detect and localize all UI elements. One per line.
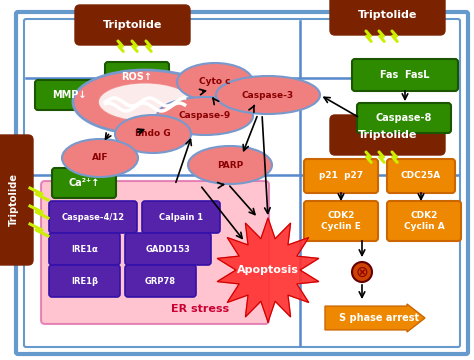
FancyBboxPatch shape	[357, 103, 451, 133]
FancyBboxPatch shape	[35, 80, 103, 110]
Text: CDK2
Cyclin A: CDK2 Cyclin A	[404, 211, 444, 231]
Ellipse shape	[73, 70, 217, 134]
Text: Caspase-4/12: Caspase-4/12	[62, 212, 125, 221]
Text: Triptolide: Triptolide	[103, 20, 162, 30]
FancyBboxPatch shape	[49, 201, 137, 233]
Text: Triptolide: Triptolide	[9, 174, 19, 226]
FancyArrow shape	[325, 304, 425, 332]
Ellipse shape	[177, 63, 253, 101]
Ellipse shape	[216, 76, 320, 114]
FancyBboxPatch shape	[330, 0, 445, 35]
Polygon shape	[217, 218, 319, 322]
FancyBboxPatch shape	[16, 12, 468, 354]
Text: ⊗: ⊗	[356, 265, 368, 279]
FancyBboxPatch shape	[41, 181, 269, 324]
Text: IRE1β: IRE1β	[71, 276, 98, 285]
FancyBboxPatch shape	[75, 5, 190, 45]
Ellipse shape	[188, 146, 272, 184]
Text: S phase arrest: S phase arrest	[339, 313, 419, 323]
Text: Endo G: Endo G	[135, 130, 171, 139]
Text: Ca²⁺↑: Ca²⁺↑	[68, 178, 100, 188]
Text: GRP78: GRP78	[145, 276, 176, 285]
Text: GADD153: GADD153	[146, 244, 191, 253]
Text: Apoptosis: Apoptosis	[237, 265, 299, 275]
Ellipse shape	[62, 139, 138, 177]
Text: PARP: PARP	[217, 161, 243, 170]
FancyBboxPatch shape	[304, 159, 378, 193]
Text: CDC25A: CDC25A	[401, 171, 441, 180]
FancyBboxPatch shape	[387, 159, 455, 193]
FancyBboxPatch shape	[52, 168, 116, 198]
Text: CDK2
Cyclin E: CDK2 Cyclin E	[321, 211, 361, 231]
Text: p21  p27: p21 p27	[319, 171, 363, 180]
FancyBboxPatch shape	[330, 115, 445, 155]
Text: Caspase-3: Caspase-3	[242, 90, 294, 99]
Text: MMP↓: MMP↓	[52, 90, 86, 100]
FancyBboxPatch shape	[142, 201, 220, 233]
Text: ER stress: ER stress	[171, 304, 229, 314]
Text: Cyto c: Cyto c	[199, 77, 231, 86]
Text: Fas  FasL: Fas FasL	[380, 70, 430, 80]
Text: Caspase-8: Caspase-8	[376, 113, 432, 123]
Text: Caspase-9: Caspase-9	[179, 112, 231, 121]
Circle shape	[352, 262, 372, 282]
Text: Triptolide: Triptolide	[358, 10, 417, 20]
Text: IRE1α: IRE1α	[71, 244, 98, 253]
FancyBboxPatch shape	[125, 265, 196, 297]
FancyBboxPatch shape	[304, 201, 378, 241]
Text: Calpain 1: Calpain 1	[159, 212, 203, 221]
Text: ROS↑: ROS↑	[121, 72, 153, 82]
FancyBboxPatch shape	[352, 59, 458, 91]
Ellipse shape	[98, 83, 192, 121]
FancyBboxPatch shape	[387, 201, 461, 241]
FancyBboxPatch shape	[105, 62, 169, 92]
Ellipse shape	[157, 97, 253, 135]
Text: AIF: AIF	[92, 153, 108, 162]
FancyBboxPatch shape	[49, 265, 120, 297]
FancyBboxPatch shape	[0, 135, 33, 265]
FancyBboxPatch shape	[125, 233, 211, 265]
FancyBboxPatch shape	[49, 233, 120, 265]
Text: Triptolide: Triptolide	[358, 130, 417, 140]
Ellipse shape	[115, 115, 191, 153]
